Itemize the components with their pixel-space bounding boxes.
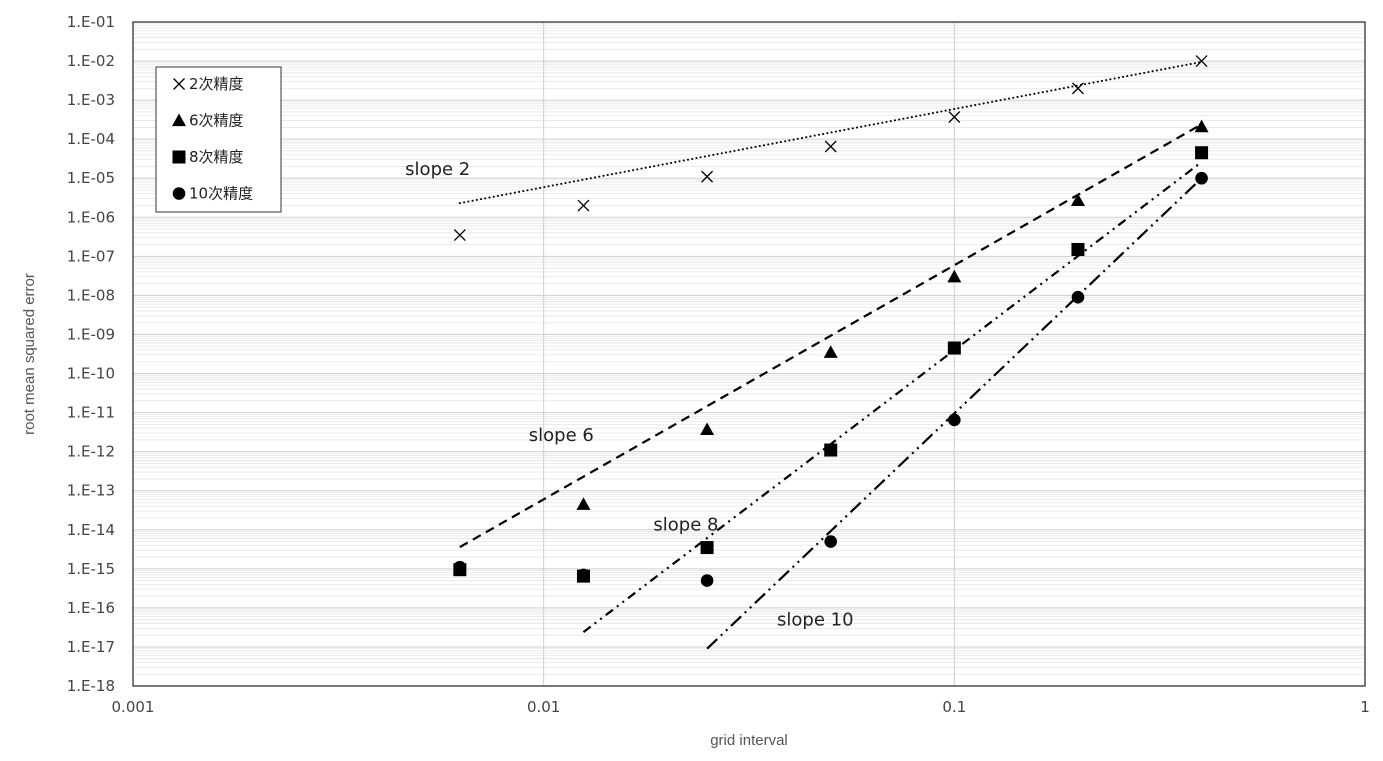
marker-stroke [948,111,961,123]
data-point-series-0 [824,140,837,153]
legend-label: 2次精度 [189,75,244,93]
x-tick-label: 0.001 [112,698,155,716]
data-point-series-2 [700,541,714,555]
data-point-series-3 [1071,290,1085,304]
y-tick-label: 1.E-15 [67,560,115,578]
data-markers [453,55,1209,587]
y-tick-label: 1.E-14 [67,521,115,539]
y-tick-label: 1.E-05 [67,169,115,187]
marker-stroke [453,229,466,242]
y-tick-label: 1.E-08 [67,286,115,304]
data-point-series-0 [577,199,590,212]
data-point-series-3 [453,560,467,574]
y-tick-label: 1.E-06 [67,208,115,226]
x-tick-label: 0.1 [942,698,966,716]
data-point-series-3 [824,535,838,548]
legend-marker [173,78,185,90]
data-point-series-1 [1194,119,1209,133]
marker-stroke [577,199,590,212]
y-tick-label: 1.E-17 [67,638,115,656]
marker-stroke [701,170,714,183]
slope-annotation: slope 8 [653,515,718,536]
y-tick-label: 1.E-16 [67,599,115,617]
y-tick-label: 1.E-09 [67,325,115,343]
y-tick-label: 1.E-01 [67,13,115,31]
legend-label: 8次精度 [189,148,244,166]
y-tick-label: 1.E-13 [67,482,115,500]
marker-stroke [1071,82,1084,95]
data-point-series-3 [577,568,590,582]
data-point-series-1 [823,345,838,358]
plot-frame [132,21,1366,687]
reference-line-slope-1 [459,123,1203,549]
slope-annotations: slope 2 slope 6 slope 8 slope 10 [405,159,853,631]
data-point-series-3 [700,574,714,587]
marker-stroke [824,140,837,153]
data-point-series-1 [700,422,715,436]
x-tick-label: 1 [1360,698,1370,716]
data-point-series-0 [453,229,466,242]
data-point-series-0 [701,170,714,183]
y-tick-label: 1.E-02 [67,52,115,70]
y-tick-label: 1.E-10 [67,365,115,383]
legend-marker [172,187,186,200]
x-tick-labels: 0.001 0.01 0.1 1 [112,698,1370,716]
data-point-series-2 [824,443,838,457]
x-tick-label: 0.01 [527,698,560,716]
y-tick-label: 1.E-11 [67,404,115,422]
y-tick-label: 1.E-03 [67,91,115,109]
y-tick-label: 1.E-04 [67,130,115,148]
reference-line-slope-3 [706,177,1203,650]
slope-annotation: slope 10 [777,610,854,631]
y-axis-title: root mean squared error [21,273,38,435]
slope-annotation: slope 6 [529,425,594,446]
marker-stroke [173,78,185,90]
y-tick-labels: 1.E-18 1.E-17 1.E-16 1.E-15 1.E-14 1.E-13 1.E-… [67,13,115,695]
x-axis-title: grid interval [710,732,788,749]
data-point-series-1 [947,269,962,283]
data-point-series-2 [947,341,961,355]
data-point-series-3 [1195,171,1208,185]
slope-annotation: slope 2 [405,159,470,180]
data-point-series-3 [948,413,961,427]
legend-marker [172,150,186,164]
legend-label: 6次精度 [189,112,244,130]
y-tick-label: 1.E-18 [67,677,115,695]
grid-layer [132,21,1366,687]
y-tick-label: 1.E-12 [67,443,115,461]
reference-line-slope-2 [582,161,1203,633]
y-tick-label: 1.E-07 [67,247,115,265]
data-point-series-0 [948,111,961,123]
data-point-series-2 [1071,242,1085,256]
data-point-series-0 [1071,82,1084,95]
data-point-series-0 [1195,55,1208,68]
reference-line-slope-0 [458,60,1203,205]
legend-label: 10次精度 [189,185,253,203]
legend: 2次精度 6次精度 8次精度 10次精度 [155,66,282,213]
data-point-series-1 [576,497,591,510]
data-point-series-1 [1070,193,1085,207]
marker-stroke [1195,55,1208,68]
legend-marker [172,113,186,127]
data-point-series-2 [1195,146,1209,160]
